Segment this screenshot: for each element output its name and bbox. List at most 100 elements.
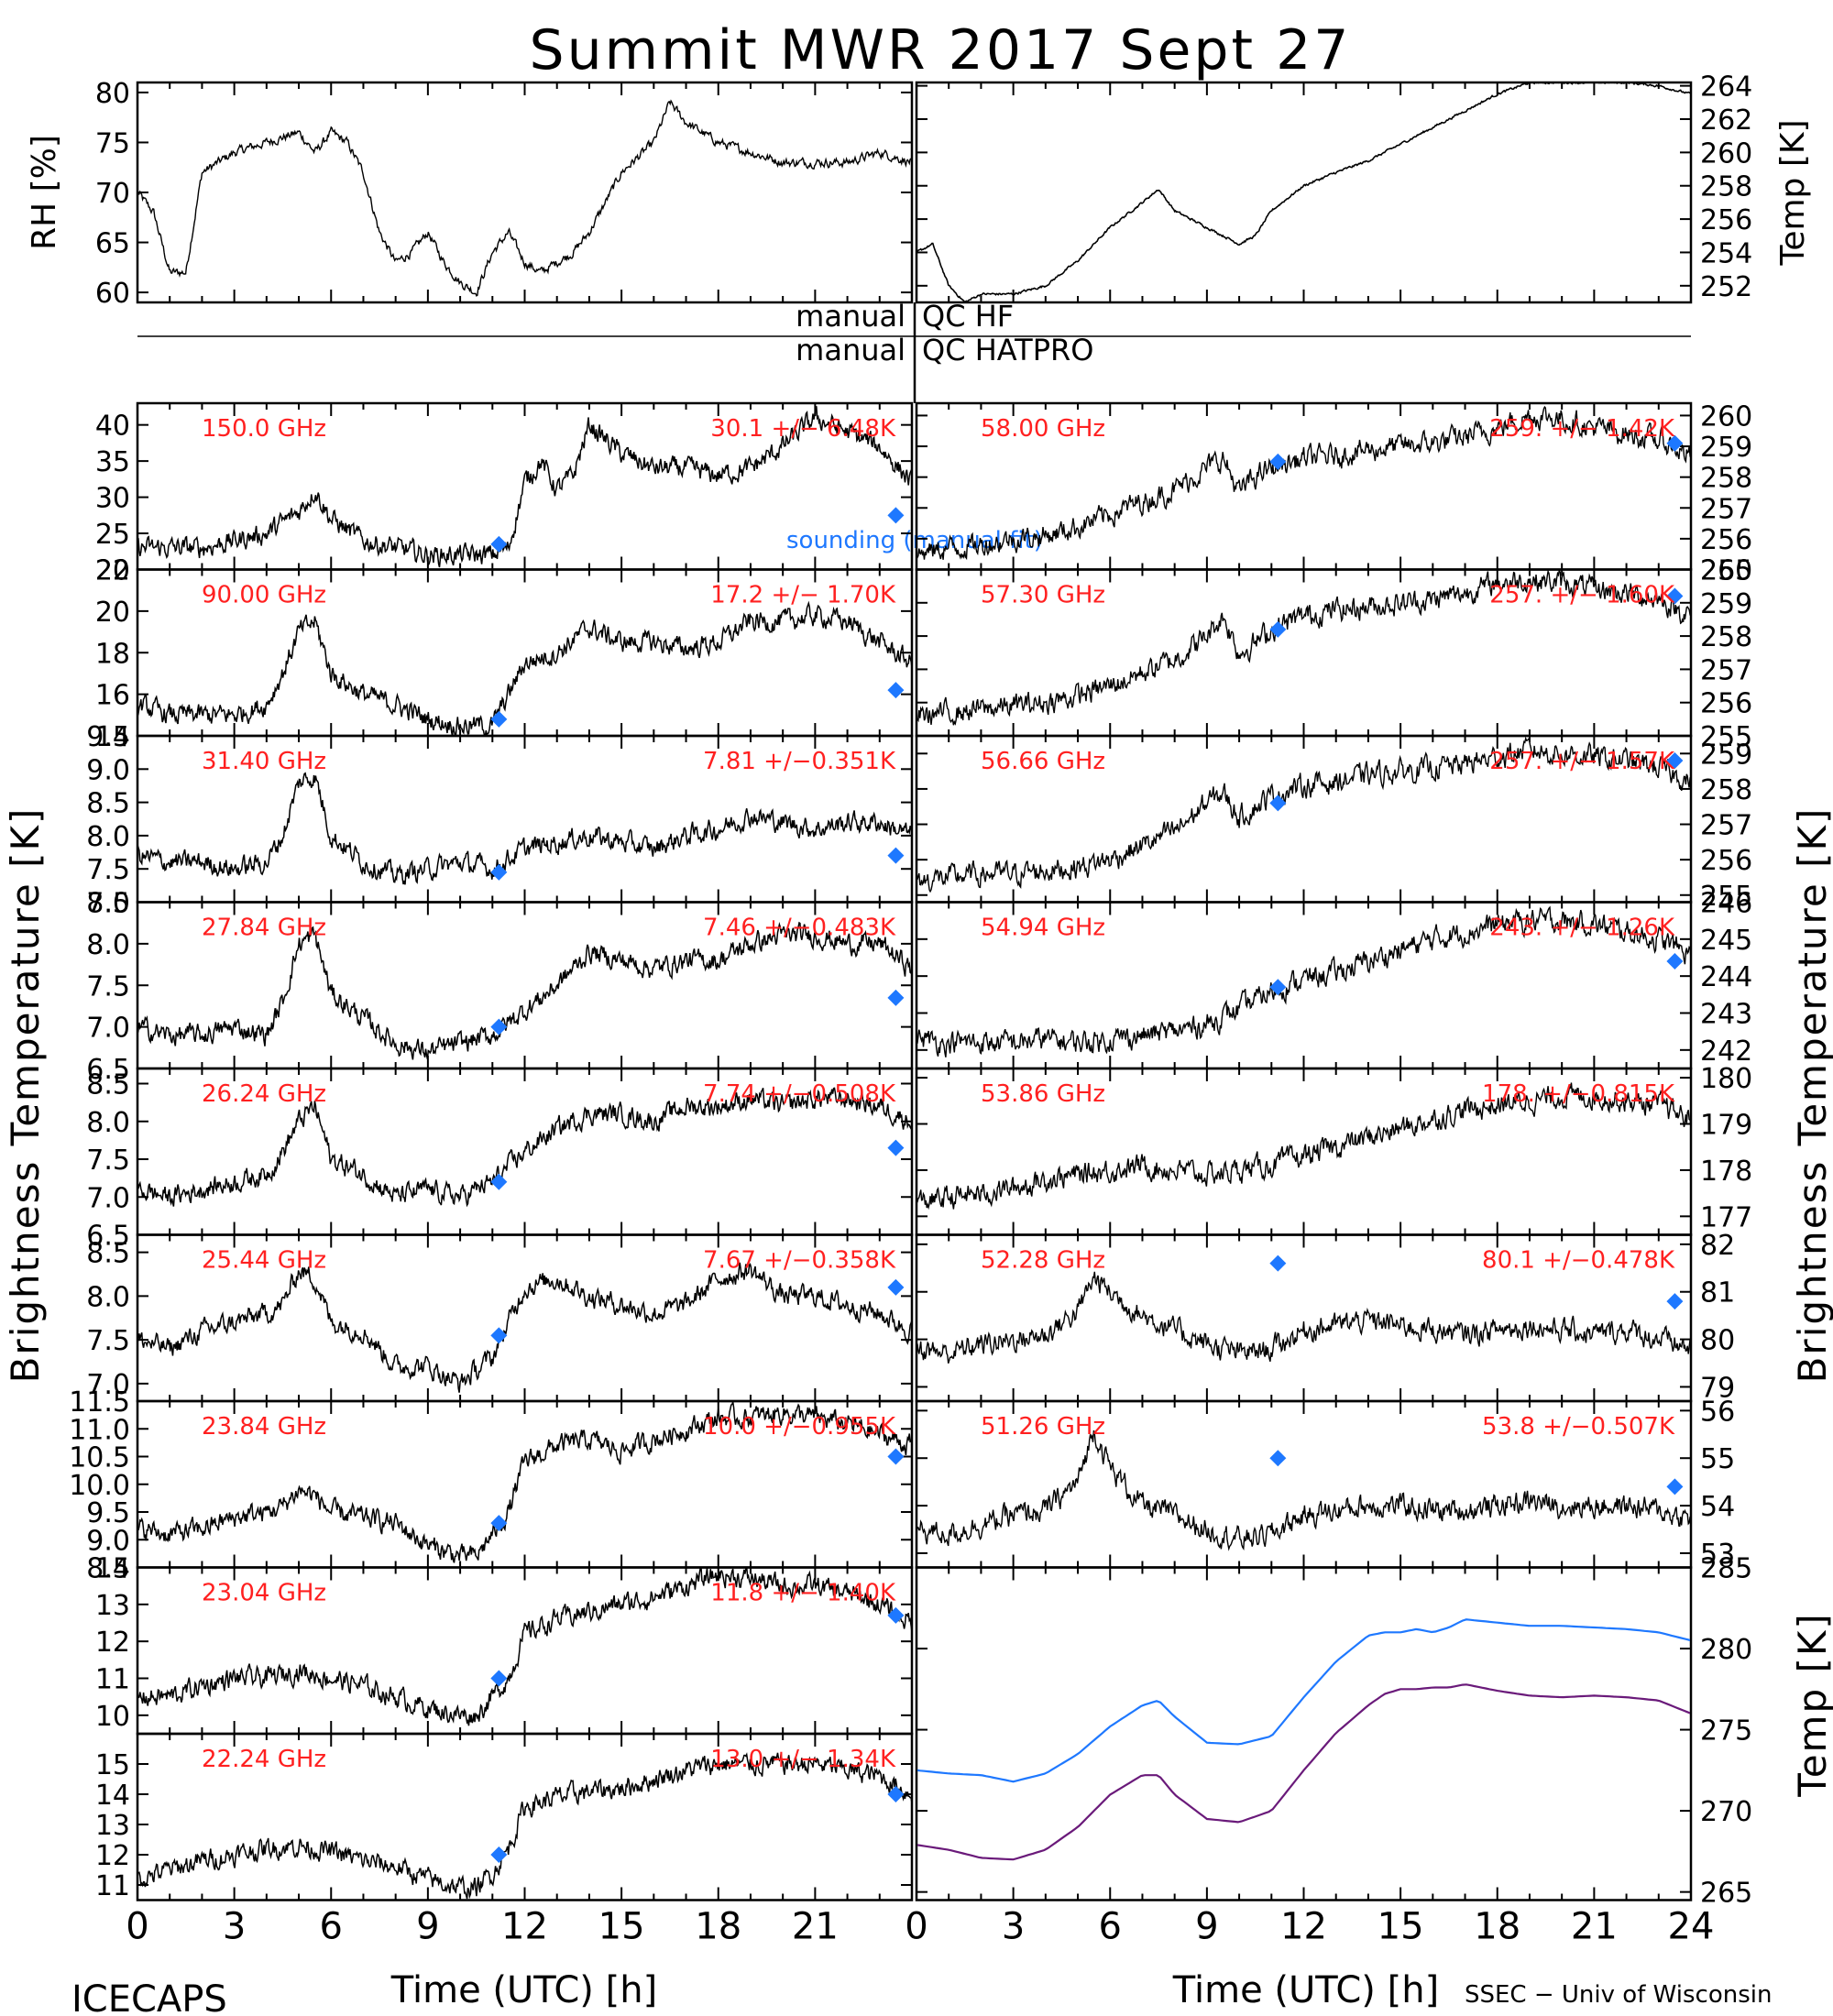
sounding-point <box>490 1327 508 1344</box>
panel-rh: 60 65 70 75 80 <box>95 78 914 310</box>
y-tick-label: 6.5 <box>86 1221 130 1253</box>
frequency-label: 26.24 GHz <box>202 1080 326 1108</box>
y-tick-label: 254 <box>1700 237 1752 269</box>
stat-label: 7.81 +/−0.351K <box>703 748 896 775</box>
stat-label: 243. +/− 1.26K <box>1489 915 1675 942</box>
panel-frame <box>915 1566 1693 1901</box>
y-tick-label: 12 <box>95 1840 130 1872</box>
frequency-label: 23.84 GHz <box>202 1413 326 1441</box>
x-tick-label-left: 9 <box>416 1906 439 1948</box>
y-tick-label: 243 <box>1700 999 1752 1031</box>
y-tick-label: 35 <box>95 446 130 478</box>
series-line-ch_57_30 <box>917 570 1690 726</box>
y-tick-label: 6.5 <box>86 1054 130 1086</box>
series-line-ch_54_94 <box>917 905 1690 1057</box>
series-line-ch_31_40 <box>138 772 911 885</box>
y-tick-label: 280 <box>1700 1634 1752 1666</box>
panel-ch_53_86: 177 178 179 180 53.86 GHz 178. +/−0.815K <box>915 1063 1752 1236</box>
y-tick-label: 16 <box>95 680 130 712</box>
panel-ch_54_94: 242 243 244 245 246 54.94 GHz 243. +/− 1.26K <box>915 888 1752 1070</box>
frequency-label: 58.00 GHz <box>981 415 1105 443</box>
series-line-ch_25_44 <box>138 1262 911 1393</box>
y-tick-label: 8.5 <box>86 1238 130 1270</box>
y-tick-label: 65 <box>95 228 130 260</box>
y-tick-label: 54 <box>1700 1491 1735 1523</box>
stat-label: 13.0 +/− 1.34K <box>710 1746 896 1773</box>
stat-label: 80.1 +/−0.478K <box>1482 1247 1675 1275</box>
y-tick-label: 270 <box>1700 1796 1752 1828</box>
stat-label: 11.8 +/− 1.40K <box>710 1580 896 1607</box>
x-tick-label-right: 18 <box>1474 1906 1520 1948</box>
stat-label: 10.0 +/−0.955K <box>703 1413 896 1441</box>
y-tick-label: 259 <box>1700 739 1752 771</box>
frequency-label: 27.84 GHz <box>202 915 326 942</box>
sounding-point <box>1269 620 1287 638</box>
y-tick-label: 8.0 <box>86 1107 130 1139</box>
stat-label: 17.2 +/− 1.70K <box>710 582 896 609</box>
y-tick-label: 259 <box>1700 588 1752 620</box>
y-tick-label: 256 <box>1700 845 1752 877</box>
stat-label: 178. +/−0.815K <box>1482 1080 1675 1108</box>
stat-label: 259. +/− 1.42K <box>1489 415 1675 443</box>
sounding-point <box>887 1139 905 1156</box>
qc-hatpro-label: QC HATPRO <box>922 333 1093 367</box>
series-line-ch_90 <box>138 600 911 735</box>
y-tick-label: 275 <box>1700 1715 1752 1748</box>
y-tick-label: 10 <box>95 1701 130 1733</box>
x-tick-label-left: 12 <box>501 1906 548 1948</box>
stat-label: 257. +/− 1.57K <box>1489 748 1675 775</box>
y-tick-label: 258 <box>1700 463 1752 495</box>
y-tick-label: 257 <box>1700 654 1752 686</box>
y-tick-label: 15 <box>95 1749 130 1781</box>
y-tick-label: 79 <box>1700 1372 1735 1404</box>
y-tick-label: 260 <box>1700 137 1752 170</box>
y-tick-label: 265 <box>1700 1878 1752 1910</box>
frequency-label: 53.86 GHz <box>981 1080 1105 1108</box>
y-tick-label: 256 <box>1700 524 1752 556</box>
panel-ch_23_04: 10 11 12 13 14 23.04 GHz 11.8 +/− 1.40K <box>95 1553 914 1736</box>
x-tick-label-right: 24 <box>1668 1906 1715 1948</box>
y-tick-label: 20 <box>95 555 130 587</box>
y-tick-label: 18 <box>95 638 130 670</box>
y-tick-label: 60 <box>95 278 130 310</box>
y-tick-label: 7.0 <box>86 1013 130 1045</box>
y-tick-label: 8.5 <box>86 888 130 920</box>
y-tick-label: 256 <box>1700 204 1752 236</box>
qc-hf-label: QC HF <box>922 299 1014 334</box>
x-tick-label-left: 18 <box>695 1906 741 1948</box>
y-tick-label: 14 <box>95 721 130 753</box>
frequency-label: 51.26 GHz <box>981 1413 1105 1441</box>
stat-label: 7.46 +/−0.483K <box>703 915 896 942</box>
panel-ch_27_84: 6.5 7.0 7.5 8.0 8.5 27.84 GHz 7.46 +/−0.483K <box>86 888 914 1086</box>
frequency-label: 31.40 GHz <box>202 748 326 775</box>
y-tick-label: 80 <box>1700 1325 1735 1357</box>
rh-axis-label: RH [%] <box>26 135 63 250</box>
sounding-point <box>490 710 508 728</box>
sounding-label: sounding (manual fit) <box>786 527 1043 554</box>
frequency-label: 57.30 GHz <box>981 582 1105 609</box>
series-line-temp <box>917 83 1690 301</box>
y-tick-label: 13 <box>95 1810 130 1842</box>
y-tick-label: 40 <box>95 411 130 443</box>
sounding-point <box>1269 1255 1287 1272</box>
stat-label: 30.1 +/− 6.48K <box>710 415 896 443</box>
y-tick-label: 8.0 <box>86 1281 130 1313</box>
y-tick-label: 75 <box>95 127 130 159</box>
sounding-point <box>1269 979 1287 996</box>
y-tick-label: 7.5 <box>86 1325 130 1357</box>
x-axis-label-left: Time (UTC) [h] <box>390 1969 657 2011</box>
y-tick-label: 7.5 <box>86 970 130 1003</box>
y-tick-label: 13 <box>95 1590 130 1622</box>
x-tick-label-right: 0 <box>905 1906 927 1948</box>
frequency-label: 150.0 GHz <box>202 415 326 443</box>
y-tick-label: 7.0 <box>86 888 130 920</box>
y-tick-label: 14 <box>95 1553 130 1585</box>
sounding-point <box>490 1670 508 1687</box>
y-tick-label: 179 <box>1700 1110 1752 1142</box>
sounding-point <box>490 535 508 553</box>
